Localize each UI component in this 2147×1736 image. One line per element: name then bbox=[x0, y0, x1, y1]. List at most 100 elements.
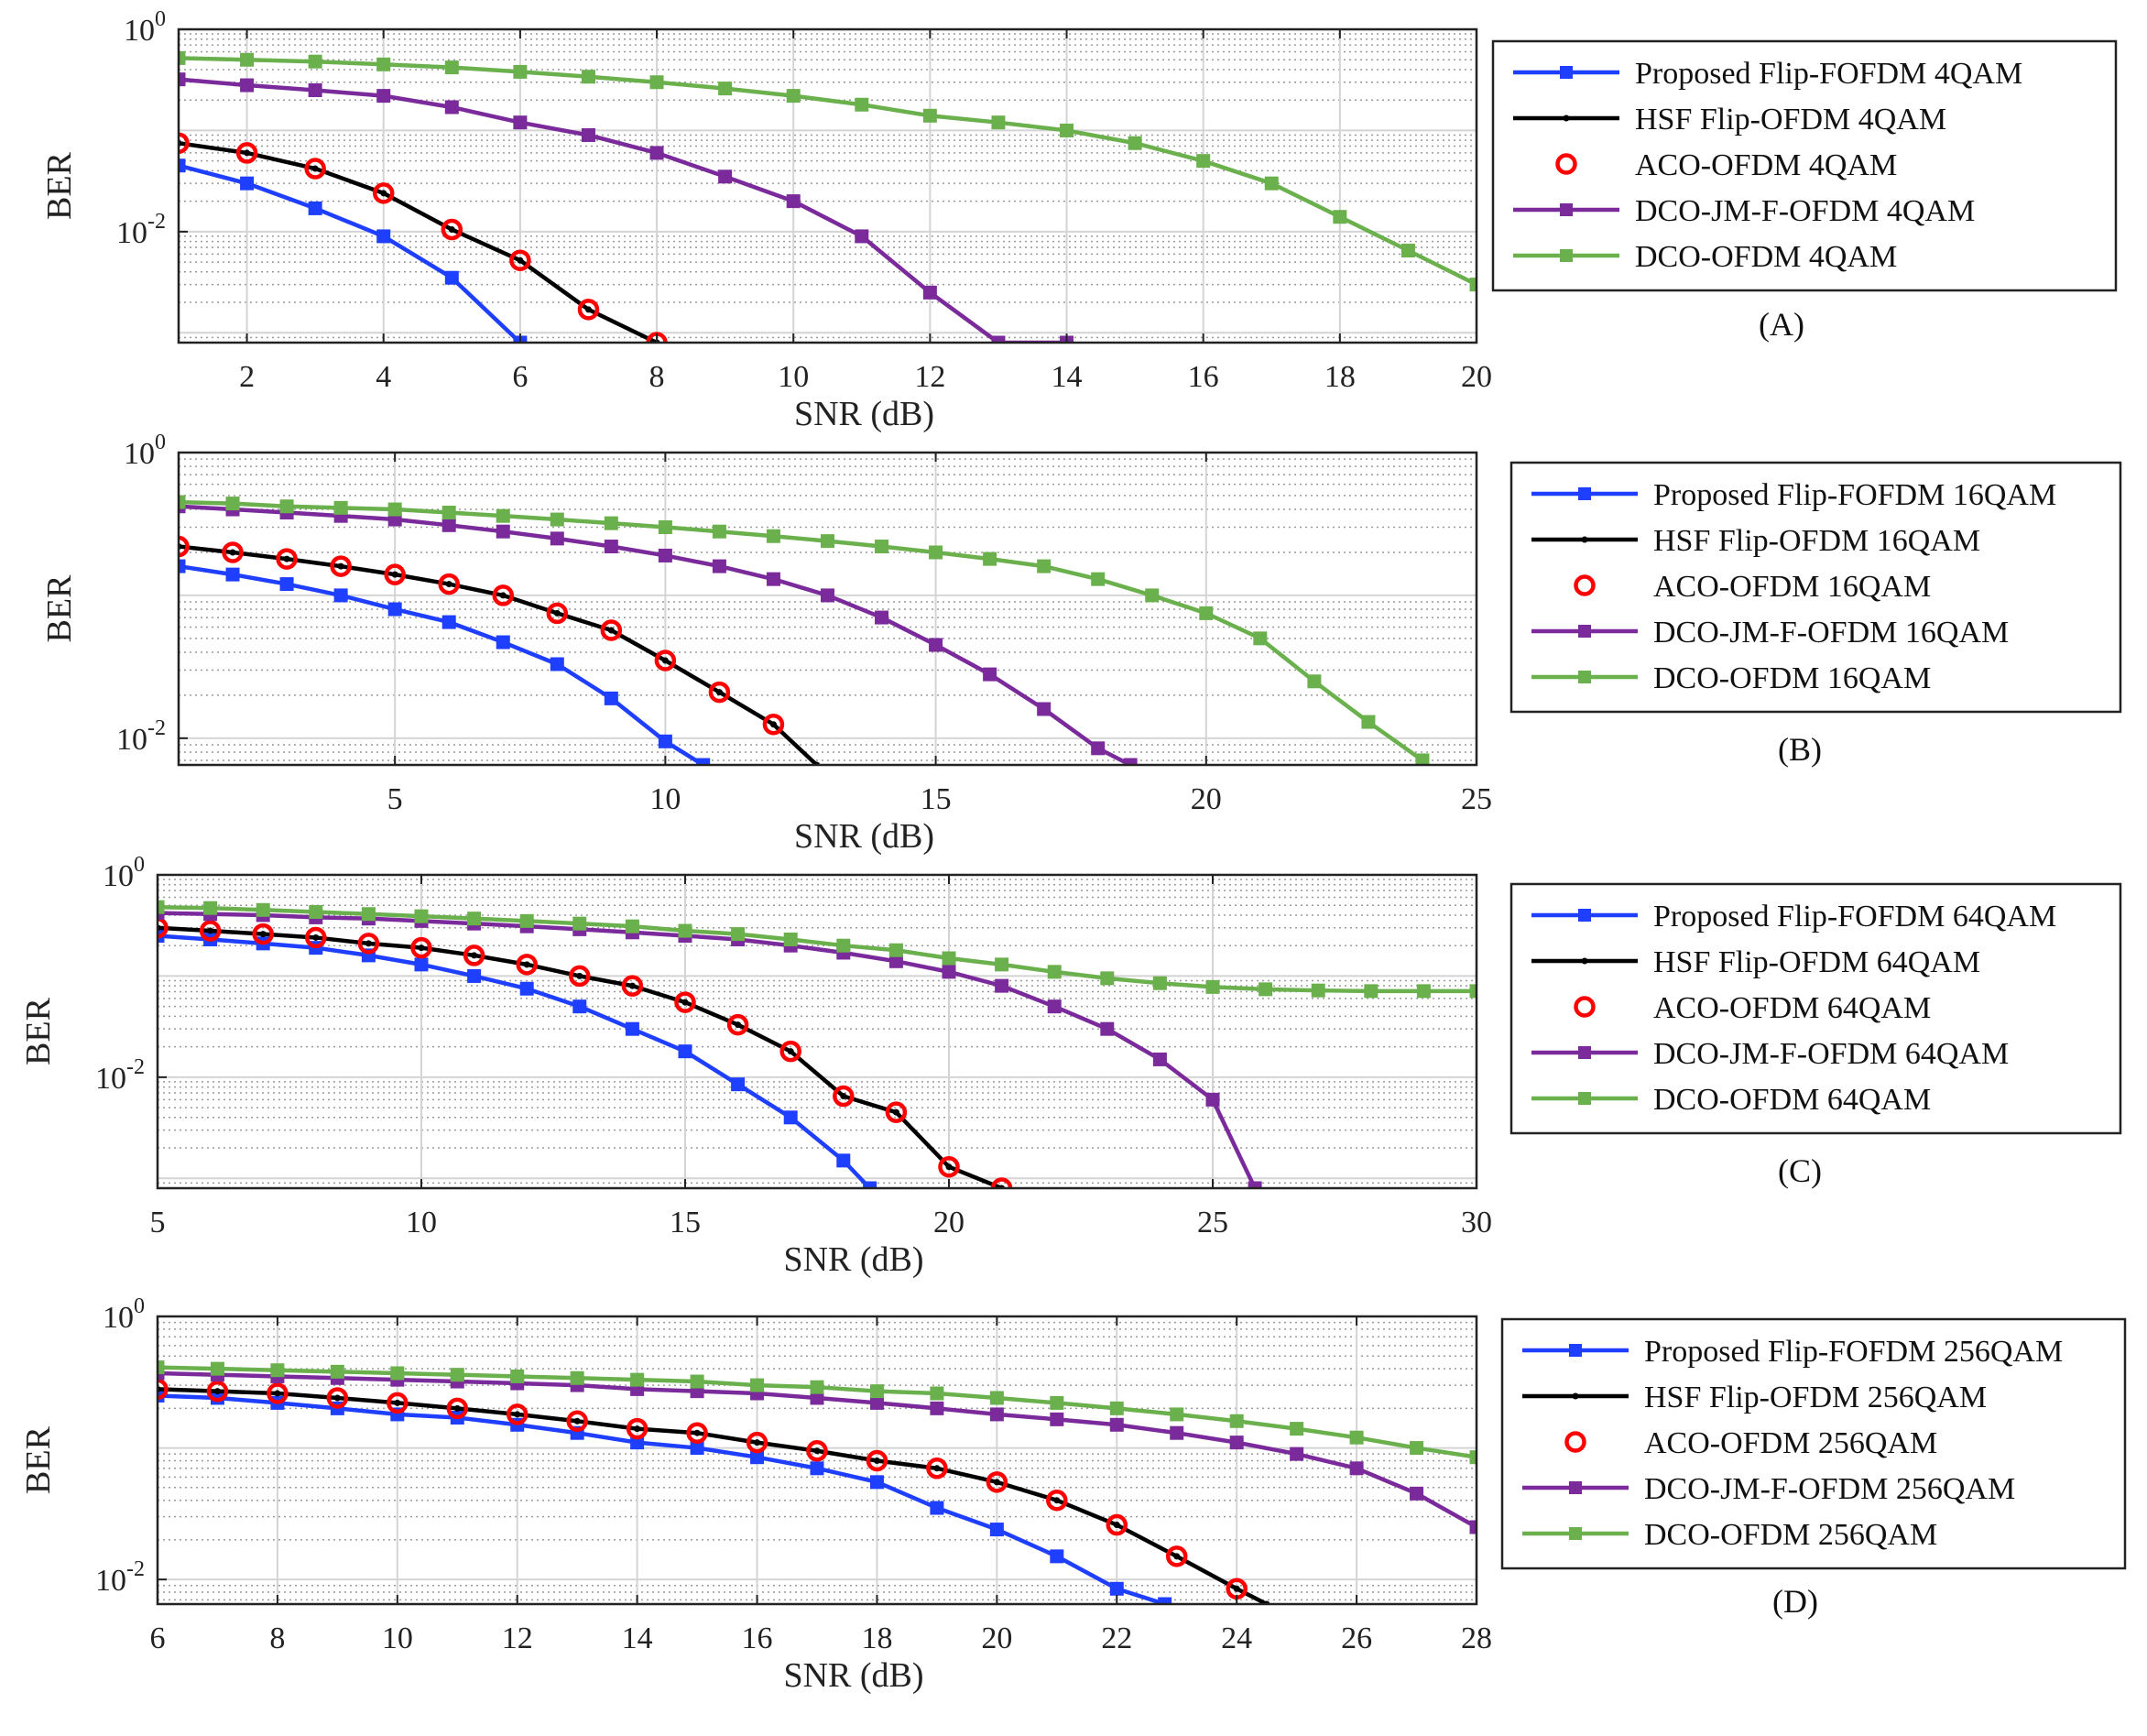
legend-label: DCO-JM-F-OFDM 64QAM bbox=[1653, 1037, 2009, 1071]
x-tick-label: 14 bbox=[1052, 360, 1083, 394]
data-point bbox=[783, 932, 798, 946]
data-point bbox=[678, 923, 692, 938]
data-point bbox=[450, 1368, 464, 1382]
data-point bbox=[496, 508, 510, 523]
data-point bbox=[696, 758, 711, 765]
panel-tag: (C) bbox=[1778, 1152, 1822, 1189]
data-point bbox=[726, 1013, 749, 1036]
data-point bbox=[658, 734, 672, 748]
data-point bbox=[735, 1021, 742, 1029]
data-point bbox=[376, 89, 391, 104]
data-point bbox=[550, 512, 564, 527]
data-point bbox=[274, 1390, 281, 1397]
data-point bbox=[225, 497, 240, 511]
panel-tag: (A) bbox=[1759, 306, 1804, 343]
data-point bbox=[929, 638, 943, 652]
data-point bbox=[276, 548, 298, 570]
legend-label: Proposed Flip-FOFDM 4QAM bbox=[1635, 57, 2022, 91]
panel-a: 2 4 6 8 10 12 14 16 18 20 100 10-2 SNR (dB) BER Propos… bbox=[40, 7, 2118, 433]
data-point bbox=[1152, 976, 1167, 990]
data-point bbox=[391, 571, 398, 578]
legend-label: HSF Flip-OFDM 64QAM bbox=[1653, 945, 1980, 979]
data-point bbox=[572, 999, 587, 1014]
legend-label: Proposed Flip-FOFDM 64QAM bbox=[1653, 900, 2056, 934]
data-point bbox=[256, 902, 270, 917]
data-point bbox=[179, 158, 186, 173]
data-point bbox=[179, 72, 186, 87]
data-point bbox=[270, 1363, 285, 1378]
y-tick-label: 10-2 bbox=[95, 1557, 145, 1598]
x-tick-label: 5 bbox=[387, 782, 403, 816]
data-point bbox=[337, 562, 344, 570]
data-point bbox=[821, 588, 834, 603]
data-point bbox=[821, 534, 834, 549]
data-point bbox=[686, 1422, 708, 1444]
data-point bbox=[199, 920, 222, 942]
data-point bbox=[550, 531, 564, 546]
data-point bbox=[361, 907, 376, 922]
legend-marker bbox=[1560, 203, 1573, 216]
data-point bbox=[1100, 1021, 1115, 1036]
x-tick-label: 12 bbox=[502, 1621, 533, 1655]
y-tick-label: 10-2 bbox=[116, 210, 166, 250]
plot-area bbox=[179, 29, 1477, 343]
data-point bbox=[892, 1108, 899, 1116]
legend-marker bbox=[1572, 1392, 1579, 1400]
data-point bbox=[1469, 278, 1477, 292]
panel-b: 5 10 15 20 25 100 10-2 SNR (dB) BER Proposed Flip… bbox=[40, 431, 2122, 856]
data-point bbox=[304, 158, 326, 180]
data-point bbox=[441, 615, 456, 629]
legend-box bbox=[1509, 882, 2122, 1135]
data-point bbox=[754, 1439, 761, 1447]
data-point bbox=[553, 609, 561, 617]
x-tick-label: 25 bbox=[1197, 1206, 1228, 1239]
data-point bbox=[581, 127, 595, 142]
data-point bbox=[806, 1440, 828, 1462]
data-point bbox=[1158, 1597, 1172, 1604]
data-point bbox=[1050, 1395, 1064, 1410]
data-point bbox=[1229, 1436, 1244, 1450]
x-axis-label: SNR (dB) bbox=[794, 395, 934, 433]
data-point bbox=[1060, 123, 1074, 137]
data-point bbox=[467, 912, 482, 926]
data-point bbox=[279, 577, 294, 592]
legend-box bbox=[1509, 461, 2122, 714]
data-point bbox=[308, 201, 322, 215]
data-point bbox=[1416, 984, 1431, 999]
data-point bbox=[833, 1085, 855, 1108]
x-tick-label: 10 bbox=[406, 1206, 437, 1239]
series-4 bbox=[179, 495, 1430, 765]
data-point bbox=[333, 1394, 341, 1402]
data-point bbox=[604, 691, 618, 705]
data-point bbox=[444, 270, 459, 285]
x-tick-label: 6 bbox=[150, 1621, 166, 1655]
data-point bbox=[1415, 753, 1430, 765]
data-point bbox=[492, 584, 514, 606]
data-point bbox=[658, 548, 672, 562]
data-point bbox=[678, 1044, 692, 1059]
legend-marker bbox=[1578, 909, 1591, 922]
data-point bbox=[453, 1404, 461, 1412]
legend: Proposed Flip-FOFDM 4QAM HSF Flip-OFDM 4Q… bbox=[1491, 39, 2118, 292]
data-point bbox=[929, 545, 943, 560]
data-point bbox=[1333, 210, 1347, 224]
data-point bbox=[509, 249, 531, 271]
legend-label: ACO-OFDM 4QAM bbox=[1635, 148, 1897, 182]
data-point bbox=[1113, 1522, 1120, 1529]
legend: Proposed Flip-FOFDM 64QAM HSF Flip-OFDM 6… bbox=[1509, 882, 2122, 1135]
data-point bbox=[942, 951, 956, 966]
data-point bbox=[410, 936, 432, 959]
data-point bbox=[1307, 674, 1322, 689]
data-point bbox=[674, 991, 696, 1013]
legend-marker bbox=[1564, 1431, 1586, 1453]
data-point bbox=[604, 516, 618, 530]
data-point bbox=[930, 1501, 944, 1515]
legend-box bbox=[1500, 1317, 2127, 1570]
axes-frame bbox=[156, 873, 1478, 1190]
data-point bbox=[519, 913, 534, 928]
data-point bbox=[1053, 1497, 1061, 1504]
data-point bbox=[661, 657, 669, 664]
data-point bbox=[1205, 979, 1220, 994]
data-point bbox=[1047, 965, 1062, 979]
x-axis-label: SNR (dB) bbox=[794, 817, 934, 856]
